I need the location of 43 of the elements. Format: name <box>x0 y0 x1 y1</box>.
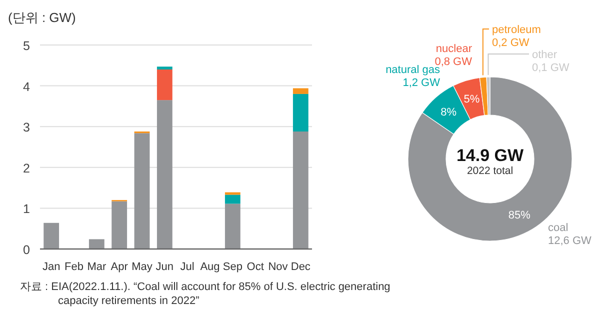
text: 자료 : EIA(2022.1.11.). “Coal will account for 85% of U.S. electric generating capacity retirements in 2022” <box>20 280 392 308</box>
bar <box>224 204 240 249</box>
data-label: 12,6 GW <box>548 235 592 247</box>
x-tick-label: Mar <box>87 261 106 273</box>
x-tick-label: Jul <box>180 261 194 273</box>
y-tick-label: 1 <box>23 202 30 216</box>
x-tick-label: Apr <box>110 261 128 273</box>
x-tick-label: Nov <box>268 261 288 273</box>
text: 85% <box>508 210 530 222</box>
x-tick-label: Dec <box>290 261 311 273</box>
x-tick-label: Jun <box>156 261 174 273</box>
bar <box>44 222 60 249</box>
y-tick-label: 4 <box>23 80 30 94</box>
bar <box>156 100 172 249</box>
bar <box>88 239 104 249</box>
y-tick-label: 2 <box>23 161 30 176</box>
x-tick-label: Aug <box>200 261 220 273</box>
y-tick-label: 3 <box>23 120 30 135</box>
text: 14.9 GW <box>456 146 524 165</box>
bar <box>292 88 308 94</box>
bar <box>156 69 172 100</box>
x-tick-label: Sep <box>222 261 242 273</box>
data-label: 1,2 GW <box>402 77 441 89</box>
text: 8% <box>440 106 457 119</box>
x-tick-label: Oct <box>246 261 264 273</box>
text: 2022 total <box>466 165 514 177</box>
x-tick-label: Jan <box>42 261 60 273</box>
x-tick-label: May <box>132 261 153 273</box>
text: 5% <box>464 94 480 106</box>
bar <box>292 94 308 132</box>
bar <box>134 133 150 249</box>
data-label: 0,2 GW <box>492 37 530 49</box>
bar <box>112 201 128 249</box>
x-tick-label: Feb <box>64 261 84 273</box>
y-tick-label: 0 <box>23 243 30 257</box>
slice-label: coal <box>548 222 568 234</box>
bar <box>224 194 240 204</box>
bar <box>292 131 308 249</box>
y-axis-title: (단위 : GW) <box>8 10 76 25</box>
bar <box>156 66 172 70</box>
slice-label: nuclear <box>436 43 472 55</box>
y-tick-label: 5 <box>23 39 30 53</box>
slice-label: petroleum <box>492 24 541 36</box>
